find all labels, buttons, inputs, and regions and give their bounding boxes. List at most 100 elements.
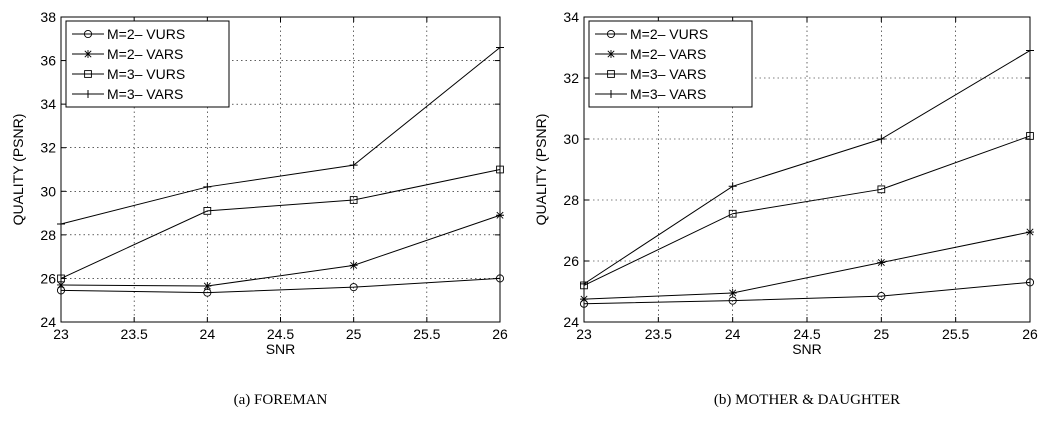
chart-a-y-tick-label: 30 [40, 183, 56, 199]
chart-a-series-4-point [496, 43, 504, 52]
chart-a-y-tick-label: 34 [40, 96, 56, 112]
chart-b-legend-label: M=3– VARS [630, 66, 706, 82]
chart-b-x-axis-label: SNR [792, 341, 822, 357]
chart-a-legend-marker [84, 70, 92, 78]
chart-a-series-1-line [60, 277, 501, 294]
chart-a-x-tick-label: 23 [53, 326, 69, 342]
chart-a-series-1-point [349, 283, 358, 292]
chart-b-legend-marker [607, 70, 615, 78]
chart-a-series-2-point [203, 282, 212, 291]
chart-b-caption: (b) MOTHER & DAUGHTER [714, 392, 900, 408]
chart-a-legend-box [65, 20, 230, 108]
chart-b-y-axis-label: QUALITY (PSNR) [533, 114, 549, 226]
chart-b-legend-label: M=2– VARS [630, 46, 706, 62]
chart-a-caption: (a) FOREMAN [234, 392, 328, 408]
chart-a-series-2-line [60, 214, 501, 287]
chart-b-y-tick-label: 26 [563, 253, 579, 269]
chart-a-legend-entry: M=2– VARS [72, 46, 183, 62]
chart-a-legend-label: M=3– VARS [107, 86, 183, 102]
chart-b-series-4 [580, 46, 1034, 288]
chart-a-legend-marker [83, 29, 93, 39]
chart-a-y-tick-label: 26 [40, 270, 56, 286]
chart-b-series-3 [580, 132, 1034, 290]
chart-a-legend-entry: M=3– VURS [72, 66, 185, 82]
chart-b-x-tick-label: 25.5 [942, 326, 969, 342]
chart-a-x-tick-label: 26 [492, 326, 508, 342]
chart-b-legend-label: M=2– VURS [630, 26, 708, 42]
chart-a-x-tick-label: 25.5 [413, 326, 440, 342]
chart-b-legend-entry: M=2– VURS [595, 26, 708, 42]
chart-a-series-3-point [496, 165, 504, 174]
chart-a-series-2-point [57, 280, 65, 289]
chart-a-legend-entry: M=3– VARS [72, 86, 183, 102]
chart-a-series-3 [57, 165, 504, 283]
chart-b-series-2-point [728, 289, 737, 298]
chart-b-x-tick-label: 23.5 [645, 326, 672, 342]
chart-b-legend-label: M=3– VARS [630, 86, 706, 102]
chart-a-x-tick-label: 24 [200, 326, 216, 342]
chart-b-series-2-point [1026, 228, 1034, 237]
chart-a-series-3-point [203, 207, 212, 215]
chart-b-series-2 [580, 228, 1034, 304]
chart-b-y-tick-label: 32 [563, 70, 579, 86]
chart-a-series-4-line [60, 47, 501, 225]
chart-b: 23 23.5 24 24.5 25 25.5 26 24 26 28 30 32 34 SNR QUALI… [533, 9, 1038, 408]
chart-a-y-tick-label: 38 [40, 9, 56, 25]
chart-a-legend-marker [84, 90, 92, 98]
chart-b-series-1-point [728, 296, 737, 305]
chart-b-series-4-line [583, 50, 1031, 285]
chart-a-series-4-point [349, 161, 358, 170]
chart-b-legend-entry: M=2– VARS [595, 46, 706, 62]
chart-a-legend-label: M=2– VURS [107, 26, 185, 42]
chart-a-series-4-point [203, 182, 212, 191]
chart-a-x-tick-label: 25 [346, 326, 362, 342]
chart-a-series-3-point [349, 196, 358, 204]
chart-b-legend-entry: M=3– VARS [595, 86, 706, 102]
chart-b-series-2-point [877, 258, 886, 267]
chart-a-legend-label: M=2– VARS [107, 46, 183, 62]
chart-b-series-3-point [1026, 132, 1034, 140]
chart-b-series-3-point [877, 185, 886, 194]
chart-a-series-1-point [495, 274, 505, 283]
chart-b-legend-marker [606, 29, 616, 39]
chart-a-y-tick-label: 36 [40, 53, 56, 69]
chart-b-legend-marker [607, 90, 615, 98]
chart-b-series-1-line [583, 281, 1031, 305]
chart-a-y-tick-label: 32 [40, 140, 56, 156]
chart-a-legend-label: M=3– VURS [107, 66, 185, 82]
chart-a-series-1 [56, 274, 505, 297]
chart-b-y-tick-label: 34 [563, 9, 579, 25]
chart-a-legend-entry: M=2– VURS [72, 26, 185, 42]
chart-b-y-tick-label: 30 [563, 131, 579, 147]
chart-a-x-tick-label: 24.5 [267, 326, 294, 342]
chart-a-legend-marker [84, 50, 92, 58]
chart-a-series-2 [57, 211, 504, 291]
chart-a-series-3-point [57, 274, 65, 283]
chart-b-x-tick-label: 23 [576, 326, 592, 342]
chart-a-x-tick-label: 23.5 [121, 326, 148, 342]
chart-a-legend: M=2– VURS M=2– VARS M=3– VURS M=3– VARS [65, 20, 230, 108]
chart-b-series-3-point [728, 209, 737, 218]
chart-b-legend-marker [607, 50, 615, 58]
chart-a-series-4 [57, 43, 504, 228]
chart-b-series-4-point [877, 135, 886, 143]
chart-a-series-4-point [57, 219, 65, 228]
chart-b-series-4-point [728, 182, 737, 191]
chart-a: 23 23.5 24 24.5 25 25.5 26 24 26 28 30 32 34 36 38 SNR Q… [10, 9, 508, 408]
chart-b-x-tick-label: 26 [1022, 326, 1038, 342]
chart-a-y-axis-label: QUALITY (PSNR) [10, 114, 26, 226]
chart-b-x-tick-label: 24 [725, 326, 741, 342]
chart-a-series-2-point [349, 261, 358, 270]
chart-a-series-2-point [496, 211, 504, 220]
chart-b-series-1-point [877, 292, 886, 301]
chart-b-legend-box [588, 20, 753, 108]
chart-b-legend: M=2– VURS M=2– VARS M=3– VARS M=3– VARS [588, 20, 753, 108]
chart-a-y-tick-label: 24 [40, 314, 56, 330]
chart-b-y-tick-label: 24 [563, 314, 579, 330]
chart-b-series-3-line [583, 135, 1031, 286]
chart-b-legend-entry: M=3– VARS [595, 66, 706, 82]
chart-b-series-2-point [580, 295, 588, 304]
chart-b-y-tick-label: 28 [563, 192, 579, 208]
